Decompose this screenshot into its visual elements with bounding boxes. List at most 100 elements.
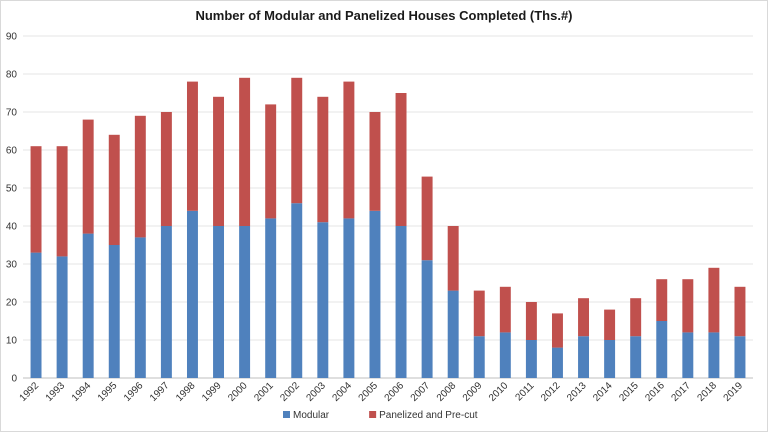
bar-modular-2015	[630, 336, 642, 378]
x-tick-label: 2005	[357, 380, 381, 404]
bar-modular-1998	[186, 210, 198, 378]
bar-modular-2006	[395, 226, 407, 378]
y-tick-label: 20	[6, 298, 18, 309]
bar-panelized-and-pre-cut-2015	[630, 298, 642, 337]
y-tick-label: 80	[6, 70, 18, 81]
bar-panelized-and-pre-cut-1998	[186, 81, 198, 211]
bar-modular-2014	[604, 340, 616, 378]
legend-swatch	[283, 411, 290, 418]
y-tick-label: 30	[6, 260, 18, 271]
y-tick-label: 0	[11, 374, 17, 385]
y-tick-label: 70	[6, 108, 18, 119]
bar-panelized-and-pre-cut-1997	[160, 112, 172, 226]
bar-modular-1992	[30, 252, 42, 378]
x-tick-label: 2007	[409, 380, 433, 404]
bar-panelized-and-pre-cut-2000	[239, 77, 251, 226]
bar-modular-2018	[708, 332, 720, 378]
bar-panelized-and-pre-cut-1994	[82, 119, 94, 234]
x-tick-label: 1999	[200, 380, 224, 404]
x-tick-label: 2015	[617, 380, 641, 404]
bar-panelized-and-pre-cut-2018	[708, 267, 720, 333]
bar-modular-2004	[343, 218, 355, 378]
bar-panelized-and-pre-cut-1995	[108, 134, 120, 245]
x-tick-label: 2001	[252, 380, 276, 404]
bar-panelized-and-pre-cut-2017	[682, 279, 694, 333]
bar-panelized-and-pre-cut-2002	[291, 77, 303, 204]
bar-panelized-and-pre-cut-2019	[734, 286, 746, 337]
gridlines	[23, 35, 753, 379]
bar-modular-2007	[421, 260, 433, 378]
legend-swatch	[369, 411, 377, 418]
bar-panelized-and-pre-cut-2010	[499, 286, 511, 333]
bar-modular-2016	[656, 321, 668, 378]
x-tick-label: 2018	[696, 380, 720, 404]
x-tick-label: 1994	[70, 380, 94, 404]
bar-panelized-and-pre-cut-1996	[134, 115, 146, 238]
bar-modular-2019	[734, 336, 746, 378]
bar-modular-2013	[578, 336, 590, 378]
y-tick-label: 10	[6, 336, 18, 347]
bar-modular-2017	[682, 332, 694, 378]
x-tick-label: 2003	[304, 380, 328, 404]
x-tick-label: 2006	[383, 380, 407, 404]
x-tick-label: 1992	[18, 380, 42, 404]
y-tick-label: 40	[6, 222, 18, 233]
bar-modular-2005	[369, 210, 381, 378]
y-tick-label: 50	[6, 184, 18, 195]
x-tick-label: 2000	[226, 380, 250, 404]
bar-panelized-and-pre-cut-2007	[421, 176, 433, 261]
bar-modular-2003	[317, 222, 329, 378]
bar-panelized-and-pre-cut-2009	[473, 290, 485, 337]
bar-panelized-and-pre-cut-2012	[551, 313, 563, 348]
bar-panelized-and-pre-cut-2008	[447, 226, 459, 291]
x-tick-label: 2010	[487, 380, 511, 404]
x-tick-label: 2014	[591, 380, 615, 404]
x-tick-label: 2009	[461, 380, 485, 404]
bar-modular-1995	[108, 245, 120, 378]
x-tick-label: 2016	[643, 380, 667, 404]
bar-modular-1999	[213, 226, 225, 378]
x-tick-label: 1998	[174, 380, 198, 404]
x-tick-label: 2012	[539, 380, 563, 404]
x-tick-label: 1993	[44, 380, 68, 404]
x-tick-label: 2019	[722, 380, 746, 404]
legend: Modular Panelized and Pre-cut	[283, 410, 478, 421]
bar-modular-1994	[82, 233, 94, 378]
bar-panelized-and-pre-cut-2001	[265, 104, 277, 219]
bar-modular-1993	[56, 256, 68, 378]
bar-panelized-and-pre-cut-1999	[213, 96, 225, 226]
y-tick-label: 90	[6, 32, 18, 43]
bar-modular-2009	[473, 336, 485, 378]
x-tick-label: 1997	[148, 380, 172, 404]
bar-panelized-and-pre-cut-1992	[30, 146, 42, 253]
x-tick-label: 2004	[331, 380, 355, 404]
bar-modular-2012	[551, 347, 563, 378]
bar-modular-2001	[265, 218, 277, 378]
x-tick-label: 1995	[96, 380, 120, 404]
bar-panelized-and-pre-cut-2003	[317, 96, 329, 223]
bar-panelized-and-pre-cut-2005	[369, 112, 381, 211]
x-tick-label: 2011	[514, 380, 537, 403]
x-tick-label: 2008	[435, 380, 459, 404]
bar-panelized-and-pre-cut-2014	[604, 309, 616, 340]
bar-panelized-and-pre-cut-2006	[395, 93, 407, 226]
y-axis-ticks: 0 10 20 30 40 50 60 70 80 90	[6, 32, 18, 385]
bar-panelized-and-pre-cut-2016	[656, 279, 668, 321]
bar-panelized-and-pre-cut-2013	[578, 298, 590, 337]
y-tick-label: 60	[6, 146, 18, 157]
bars	[30, 77, 746, 378]
bar-panelized-and-pre-cut-2011	[525, 302, 537, 340]
x-tick-label: 2013	[565, 380, 589, 404]
chart-title: Number of Modular and Panelized Houses C…	[195, 8, 573, 23]
bar-modular-1996	[134, 237, 146, 378]
bar-modular-2010	[499, 332, 511, 378]
x-tick-label: 1996	[122, 380, 146, 404]
bar-modular-2008	[447, 290, 459, 378]
x-tick-label: 2017	[669, 380, 693, 404]
bar-modular-2002	[291, 203, 303, 378]
x-axis-ticks: 1992 1993 1994 1995 1996 1997 1998 1999 2000 2001…	[18, 380, 746, 404]
bar-panelized-and-pre-cut-1993	[56, 146, 68, 257]
bar-panelized-and-pre-cut-2004	[343, 81, 355, 219]
